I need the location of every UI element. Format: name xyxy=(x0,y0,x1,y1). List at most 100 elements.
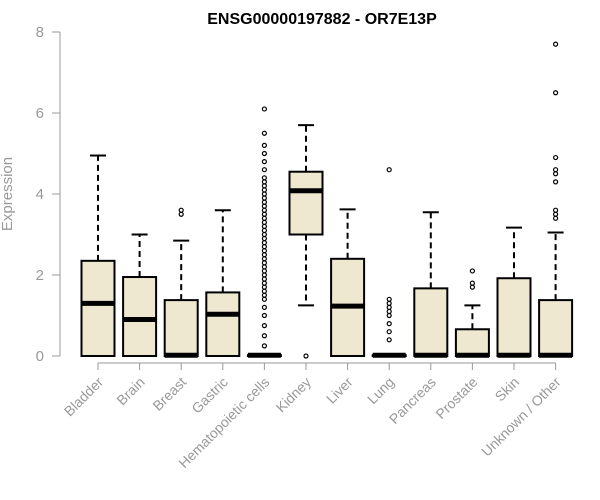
y-tick-label: 4 xyxy=(36,186,44,203)
box-rect xyxy=(288,170,324,236)
box-gastric xyxy=(205,209,241,358)
outlier-point xyxy=(386,300,392,306)
outlier-point xyxy=(469,280,475,286)
outlier-point xyxy=(261,235,267,242)
outlier-point xyxy=(261,130,267,136)
x-tick-label: Unknown / Other xyxy=(478,374,564,460)
box-rect xyxy=(80,259,116,358)
outlier-point xyxy=(261,333,267,339)
outlier-point xyxy=(261,260,267,266)
outlier-point xyxy=(552,154,559,161)
outlier-point xyxy=(261,167,267,173)
outlier-point xyxy=(261,276,267,282)
outlier-point xyxy=(261,244,267,250)
outlier-point xyxy=(261,343,267,349)
box-kidney xyxy=(288,124,324,359)
outlier-point xyxy=(261,187,267,193)
outlier-point xyxy=(261,159,267,165)
outlier-point xyxy=(178,211,184,217)
outlier-point xyxy=(261,219,267,225)
outlier-point xyxy=(261,150,267,157)
outlier-point xyxy=(261,199,267,205)
outlier-point xyxy=(386,312,392,319)
x-tick-label: Breast xyxy=(149,374,189,414)
x-tick-label: Prostate xyxy=(432,374,480,422)
outlier-point xyxy=(261,292,267,298)
x-tick-label: Kidney xyxy=(273,374,315,416)
outlier-point xyxy=(261,312,267,319)
outlier-point xyxy=(261,142,267,148)
y-tick-label: 0 xyxy=(36,348,44,365)
outlier-point xyxy=(261,191,267,197)
box-hematopoietic-cells xyxy=(246,106,282,358)
outlier-point xyxy=(261,280,267,286)
box-prostate xyxy=(454,268,490,358)
outlier-point xyxy=(552,171,559,177)
x-tick-label: Lung xyxy=(364,374,397,407)
box-lung xyxy=(371,167,407,358)
outlier-point xyxy=(261,179,267,185)
outlier-point xyxy=(261,231,267,238)
outlier-point xyxy=(261,304,267,310)
box-brain xyxy=(122,233,158,357)
box-rect xyxy=(122,276,158,357)
outlier-point xyxy=(386,329,392,335)
outlier-point xyxy=(261,323,267,329)
box-skin xyxy=(496,226,532,358)
box-rect xyxy=(538,299,574,357)
y-axis: 0 2 4 6 8 xyxy=(36,24,61,365)
outlier-point xyxy=(552,207,559,213)
outlier-point xyxy=(261,203,267,209)
outlier-point xyxy=(261,248,267,254)
y-tick-label: 6 xyxy=(36,105,44,122)
y-tick-label: 8 xyxy=(36,24,44,41)
outlier-point xyxy=(469,284,475,290)
outlier-point xyxy=(261,284,267,290)
outlier-point xyxy=(261,240,267,246)
outlier-point xyxy=(303,353,309,359)
box-liver xyxy=(330,208,366,357)
box-rect xyxy=(163,299,199,357)
outlier-point xyxy=(261,207,267,213)
x-tick-label: Brain xyxy=(113,374,147,408)
chart-title: ENSG00000197882 - OR7E13P xyxy=(207,11,437,28)
outlier-point xyxy=(552,215,559,221)
box-series xyxy=(80,41,574,359)
x-tick-label: Bladder xyxy=(61,374,107,420)
outlier-point xyxy=(261,272,267,278)
outlier-point xyxy=(386,296,392,302)
outlier-point xyxy=(261,288,267,294)
outlier-point xyxy=(261,195,267,201)
outlier-point xyxy=(386,337,392,343)
outlier-point xyxy=(261,183,267,189)
outlier-point xyxy=(261,227,267,234)
box-rect xyxy=(413,287,449,357)
outlier-point xyxy=(469,268,475,274)
outlier-point xyxy=(386,304,392,310)
outlier-point xyxy=(552,167,559,173)
outlier-point xyxy=(261,211,267,217)
outlier-point xyxy=(261,215,267,221)
outlier-point xyxy=(261,268,267,274)
box-rect xyxy=(205,291,241,358)
outlier-point xyxy=(386,308,392,315)
box-rect xyxy=(496,277,532,357)
outlier-point xyxy=(261,264,267,270)
box-unknown-other xyxy=(538,41,574,358)
y-axis-label: Expression xyxy=(0,157,16,231)
box-rect xyxy=(454,328,490,357)
outlier-point xyxy=(261,256,267,262)
outlier-point xyxy=(178,207,184,213)
outlier-point xyxy=(261,252,267,258)
outlier-point xyxy=(261,175,267,181)
outlier-point xyxy=(261,223,267,229)
outlier-point xyxy=(552,179,559,185)
y-tick-label: 2 xyxy=(36,267,44,284)
outlier-point xyxy=(552,41,559,47)
outlier-point xyxy=(386,321,392,327)
box-breast xyxy=(163,207,199,358)
outlier-point xyxy=(386,167,392,173)
outlier-point xyxy=(552,211,559,217)
